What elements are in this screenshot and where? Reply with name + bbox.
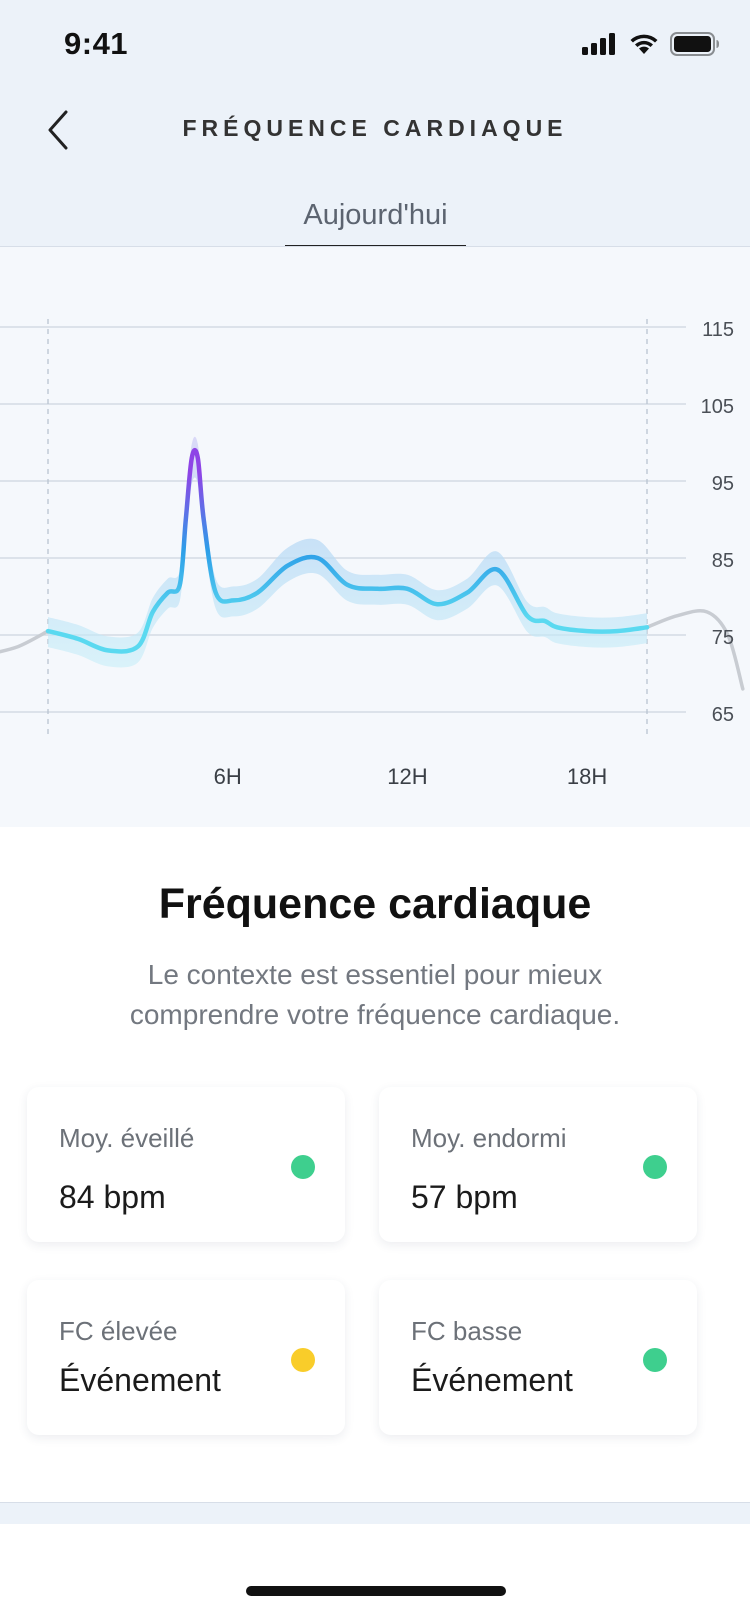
battery-icon	[670, 32, 719, 56]
heart-rate-line	[45, 447, 650, 654]
card-avg-awake[interactable]: Moy. éveillé 84 bpm	[27, 1087, 345, 1242]
status-bar: 9:41	[0, 0, 750, 90]
x-tick-label: 18H	[567, 764, 607, 789]
navigation-bar: FRÉQUENCE CARDIAQUE	[0, 95, 750, 165]
card-label: FC basse	[411, 1316, 523, 1346]
home-indicator[interactable]	[246, 1586, 506, 1596]
status-dot	[643, 1348, 667, 1372]
y-tick-label: 65	[712, 704, 734, 726]
outside-range-line	[0, 629, 50, 654]
card-label: Moy. éveillé	[59, 1123, 195, 1153]
chevron-left-icon	[48, 110, 68, 150]
cellular-signal-icon	[582, 33, 615, 55]
header-area: 9:41 FRÉQUENCE	[0, 0, 750, 247]
tab-divider	[0, 246, 750, 247]
card-low-hr[interactable]: FC basse Événement	[379, 1280, 697, 1435]
y-tick-label: 75	[712, 627, 734, 649]
section-description: Le contexte est essentiel pour mieux com…	[129, 959, 621, 1030]
card-value: Événement	[411, 1362, 573, 1398]
y-tick-label: 105	[701, 396, 734, 418]
y-tick-label: 95	[712, 473, 734, 495]
back-button[interactable]	[36, 103, 80, 157]
card-label: Moy. endormi	[411, 1123, 567, 1153]
card-value: 84 bpm	[59, 1179, 166, 1215]
heart-rate-chart-svg: 115 105 95 85 75 65 6H 12H 18H	[0, 319, 745, 789]
status-icons	[582, 32, 720, 56]
card-high-hr[interactable]: FC élevée Événement	[27, 1280, 345, 1435]
status-time: 9:41	[64, 26, 129, 61]
card-value: Événement	[59, 1362, 221, 1398]
x-tick-label: 12H	[387, 764, 427, 789]
status-dot	[643, 1155, 667, 1179]
status-dot	[291, 1155, 315, 1179]
variability-band	[48, 436, 647, 668]
page-title: FRÉQUENCE CARDIAQUE	[182, 115, 568, 141]
heart-rate-chart[interactable]: 115 105 95 85 75 65 6H 12H 18H	[0, 247, 750, 827]
outside-range-line	[645, 609, 745, 691]
tab-today-label: Aujourd'hui	[303, 199, 448, 231]
section-title: Fréquence cardiaque	[158, 880, 592, 928]
wifi-icon	[630, 34, 658, 54]
y-tick-label: 85	[712, 550, 734, 572]
x-tick-label: 6H	[214, 764, 242, 789]
status-dot	[291, 1348, 315, 1372]
y-tick-label: 115	[702, 319, 734, 341]
card-avg-asleep[interactable]: Moy. endormi 57 bpm	[379, 1087, 697, 1242]
tab-today[interactable]: Aujourd'hui	[285, 195, 466, 247]
bottom-divider	[0, 1502, 750, 1524]
card-label: FC élevée	[59, 1316, 178, 1346]
card-value: 57 bpm	[411, 1179, 518, 1215]
